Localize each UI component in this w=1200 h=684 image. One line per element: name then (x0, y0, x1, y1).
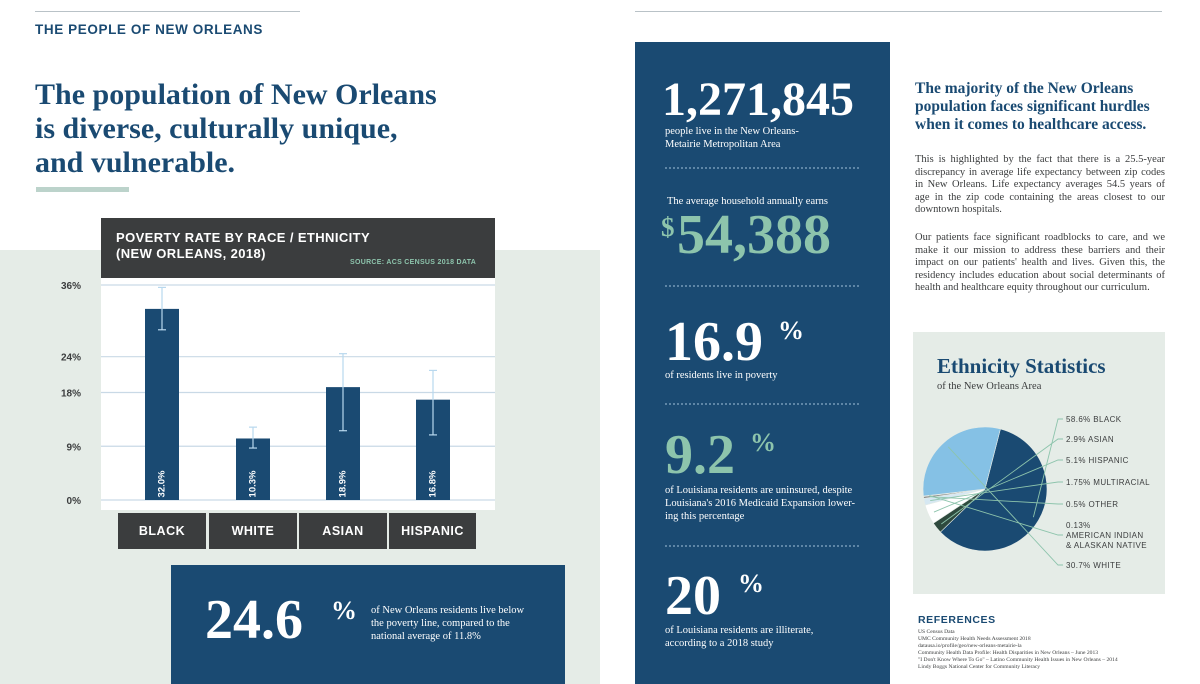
pie-label: 30.7% WHITE (1066, 561, 1121, 570)
leader-line (929, 495, 1063, 536)
pie-label: 2.9% ASIAN (1066, 435, 1114, 444)
ethnicity-pie-chart: 58.6% BLACK 2.9% ASIAN 5.1% HISPANIC 1.75% … (922, 415, 1150, 570)
category-label-white: WHITE (209, 513, 297, 549)
access-heading-line: population faces significant hurdles (915, 98, 1150, 115)
population-text: people live in the New Orleans- Metairie… (665, 125, 799, 151)
access-heading-line: when it comes to healthcare access. (915, 116, 1147, 133)
category-label-asian: ASIAN (299, 513, 387, 549)
pie-label: 5.1% HISPANIC (1066, 456, 1129, 465)
stats-column (635, 42, 890, 684)
category-label-hispanic: HISPANIC (389, 513, 476, 549)
bar-white (236, 438, 270, 500)
leader-line (947, 446, 1063, 566)
poverty-rate-unit: % (778, 316, 804, 345)
headline-line: The population of New Orleans (35, 78, 437, 111)
poverty-callout-unit: % (331, 596, 357, 625)
uninsured-text-line: ing this percentage (665, 511, 745, 522)
chart-title-line: (NEW ORLEANS, 2018) (116, 246, 266, 261)
bar-black (145, 308, 179, 500)
poverty-bar-chart: 0% 9% 18% 24% 36% 32.0% 10.3% 18.9% 16.8% (61, 281, 495, 507)
reference-item: UMC Community Health Needs Assessment 20… (918, 636, 1031, 642)
population-text-line: Metairie Metropolitan Area (665, 139, 781, 150)
pie-slice-black (939, 428, 1048, 552)
access-heading: The majority of the New Orleans populati… (915, 80, 1165, 134)
stat-divider (665, 167, 859, 169)
headline-line: is diverse, culturally unique, (35, 112, 398, 145)
poverty-callout-number: 24.6 (205, 589, 303, 651)
income-intro: The average household annually earns (667, 196, 828, 207)
poverty-callout (171, 565, 565, 684)
page-headline: The population of New Orleans is diverse… (35, 78, 455, 180)
section-label: THE PEOPLE OF NEW ORLEANS (35, 22, 264, 37)
illiterate-text: of Louisiana residents are illiterate, a… (665, 624, 813, 650)
population-number: 1,271,845 (662, 73, 854, 126)
leader-line (929, 496, 1063, 505)
top-divider-right (635, 11, 1162, 12)
poverty-rate-number: 16.9 (665, 311, 763, 373)
chart-source: SOURCE: ACS CENSUS 2018 DATA (350, 259, 477, 266)
pie-label: 58.6% BLACK (1066, 415, 1122, 424)
income-currency: $ (661, 212, 675, 242)
illiterate-text-line: of Louisiana residents are illiterate, (665, 625, 814, 636)
pie-label: & ALASKAN NATIVE (1066, 541, 1147, 550)
poverty-rate-text: of residents live in poverty (665, 370, 778, 381)
headline-line: and vulnerable. (35, 146, 236, 179)
poverty-callout-text: of New Orleans residents live below the … (371, 605, 525, 642)
leader-line (933, 459, 1063, 513)
stat-divider (665, 545, 859, 547)
income-number: 54,388 (677, 204, 831, 266)
stat-divider (665, 285, 859, 287)
pie-label: AMERICAN INDIAN (1066, 531, 1144, 540)
ethnicity-subtitle: of the New Orleans Area (937, 381, 1042, 392)
y-tick-label: 24% (61, 353, 81, 364)
uninsured-unit: % (750, 428, 776, 457)
headline-underline (36, 187, 129, 192)
reference-item: US Census Data (918, 629, 955, 635)
reference-item: datausa.io/profile/geo/new-orleans-metai… (918, 643, 1022, 649)
uninsured-number: 9.2 (665, 424, 735, 486)
bar-value-label: 18.9% (338, 470, 349, 497)
y-tick-label: 36% (61, 281, 81, 292)
access-paragraph-1: This is highlighted by the fact that the… (915, 154, 1165, 216)
illiterate-unit: % (738, 569, 764, 598)
pie-label: 0.13% (1066, 521, 1091, 530)
references-title: REFERENCES (918, 614, 996, 626)
bar-value-label: 10.3% (248, 470, 259, 497)
illiterate-number: 20 (665, 565, 721, 627)
y-tick-label: 18% (61, 389, 81, 400)
chart-title-line: POVERTY RATE BY RACE / ETHNICITY (116, 230, 371, 245)
leader-line (941, 438, 1063, 525)
chart-title: POVERTY RATE BY RACE / ETHNICITY (NEW OR… (116, 230, 416, 262)
population-text-line: people live in the New Orleans- (665, 126, 799, 137)
stat-divider (665, 403, 859, 405)
access-heading-line: The majority of the New Orleans (915, 80, 1134, 97)
uninsured-text-line: of Louisiana residents are uninsured, de… (665, 485, 853, 496)
ethnicity-title: Ethnicity Statistics (937, 354, 1106, 378)
bar-value-label: 32.0% (157, 470, 168, 497)
bar-value-label: 16.8% (428, 470, 439, 497)
y-tick-label: 9% (67, 442, 82, 453)
chart-header (101, 218, 495, 278)
category-label-black: BLACK (118, 513, 206, 549)
pie-label: 1.75% MULTIRACIAL (1066, 478, 1150, 487)
pie-label: 0.5% OTHER (1066, 500, 1118, 509)
leader-line (930, 481, 1063, 502)
uninsured-text: of Louisiana residents are uninsured, de… (665, 484, 855, 523)
illiterate-text-line: according to a 2018 study (665, 638, 774, 649)
access-paragraph-2: Our patients face significant roadblocks… (915, 232, 1165, 294)
top-divider (35, 11, 300, 12)
reference-item: Community Health Data Profile: Health Di… (918, 650, 1099, 656)
y-tick-label: 0% (67, 496, 82, 507)
reference-item: "I Don't Know Where To Go" – Latino Comm… (918, 657, 1118, 663)
reference-item: Lindy Boggs National Center for Communit… (918, 664, 1041, 670)
uninsured-text-line: Louisiana's 2016 Medicaid Expansion lowe… (665, 498, 856, 509)
